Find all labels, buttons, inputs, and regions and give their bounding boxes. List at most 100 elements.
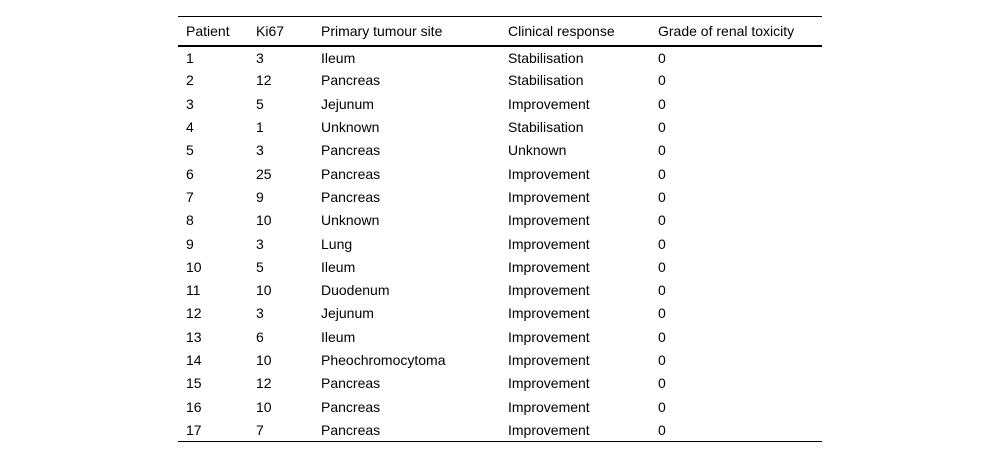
table-row: 8 10 Unknown Improvement 0 (178, 209, 822, 232)
table-row: 12 3 Jejunum Improvement 0 (178, 302, 822, 325)
table-cell-patient: 1 (186, 49, 194, 66)
table-cell-clinical_response: Improvement (508, 235, 590, 252)
table-cell-patient: 10 (186, 258, 202, 275)
table-cell-clinical_response: Improvement (508, 352, 590, 368)
table-cell-grade_of_renal_toxicity: 0 (658, 49, 666, 66)
table-header: Patient Ki67 Primary tumour site Clinical r… (178, 17, 822, 46)
table-cell-ki67: 12 (256, 375, 272, 392)
table-body: 1 3 Ileum Stabilisation 0 2 12 Pancreas Stabilis… (178, 46, 822, 442)
table-cell-grade_of_renal_toxicity: 0 (658, 328, 666, 345)
table-cell-patient: 4 (186, 119, 194, 136)
table-cell-grade_of_renal_toxicity: 0 (658, 188, 666, 205)
table-cell-patient: 9 (186, 235, 194, 252)
table-cell-patient: 5 (186, 142, 194, 159)
table-cell-primary_tumour_site: Unknown (321, 212, 380, 229)
table-row: 16 10 Pancreas Improvement 0 (178, 395, 822, 418)
table-row: 14 10 Pheochromocytoma Improvement 0 (178, 348, 822, 371)
table-row: 15 12 Pancreas Improvement 0 (178, 372, 822, 395)
table-cell-patient: 11 (186, 282, 201, 299)
table-cell-ki67: 9 (256, 188, 264, 205)
patient-table-container: Patient Ki67 Primary tumour site Clinical r… (178, 16, 822, 443)
table-cell-primary_tumour_site: Ileum (321, 328, 356, 345)
table-cell-ki67: 10 (256, 398, 272, 415)
table-row: 3 5 Jejunum Improvement 0 (178, 92, 822, 115)
table-cell-patient: 2 (186, 72, 194, 89)
table-cell-ki67: 12 (256, 72, 272, 89)
table-row: 13 6 Ileum Improvement 0 (178, 325, 822, 348)
table-cell-ki67: 3 (256, 235, 264, 252)
table-cell-clinical_response: Improvement (508, 328, 590, 345)
table-cell-grade_of_renal_toxicity: 0 (658, 282, 666, 299)
table-cell-patient: 14 (186, 352, 202, 368)
table-cell-clinical_response: Improvement (508, 305, 590, 322)
table-cell-clinical_response: Improvement (508, 258, 590, 275)
column-header-grade_of_renal_toxicity: Grade of renal toxicity (658, 22, 795, 39)
table-cell-clinical_response: Stabilisation (508, 49, 584, 66)
table-cell-primary_tumour_site: Lung (321, 235, 353, 252)
column-header-primary_tumour_site: Primary tumour site (321, 22, 443, 39)
table-cell-clinical_response: Improvement (508, 95, 590, 112)
table-cell-grade_of_renal_toxicity: 0 (658, 142, 666, 159)
table-cell-primary_tumour_site: Duodenum (321, 282, 390, 299)
table-header-row: Patient Ki67 Primary tumour site Clinical r… (178, 17, 822, 46)
table-cell-ki67: 3 (256, 49, 264, 66)
patient-outcomes-table: Patient Ki67 Primary tumour site Clinical r… (178, 16, 822, 443)
table-cell-grade_of_renal_toxicity: 0 (658, 165, 666, 182)
table-cell-clinical_response: Improvement (508, 282, 590, 299)
table-cell-grade_of_renal_toxicity: 0 (658, 212, 666, 229)
table-row: 2 12 Pancreas Stabilisation 0 (178, 69, 822, 92)
table-cell-clinical_response: Improvement (508, 421, 590, 438)
table-cell-patient: 15 (186, 375, 202, 392)
table-cell-grade_of_renal_toxicity: 0 (658, 421, 666, 438)
table-cell-clinical_response: Improvement (508, 212, 590, 229)
column-header-clinical_response: Clinical response (508, 22, 615, 39)
table-row: 5 3 Pancreas Unknown 0 (178, 139, 822, 162)
table-cell-grade_of_renal_toxicity: 0 (658, 258, 666, 275)
table-row: 1 3 Ileum Stabilisation 0 (178, 46, 822, 69)
table-cell-clinical_response: Improvement (508, 398, 590, 415)
table-cell-primary_tumour_site: Pancreas (321, 398, 381, 415)
table-cell-primary_tumour_site: Pancreas (321, 421, 381, 438)
table-row: 10 5 Ileum Improvement 0 (178, 255, 822, 278)
table-row: 9 3 Lung Improvement 0 (178, 232, 822, 255)
table-cell-primary_tumour_site: Pancreas (321, 72, 381, 89)
table-cell-primary_tumour_site: Ileum (321, 49, 356, 66)
table-cell-ki67: 5 (256, 95, 264, 112)
table-row: 4 1 Unknown Stabilisation 0 (178, 115, 822, 138)
table-cell-patient: 12 (186, 305, 202, 322)
table-cell-patient: 16 (186, 398, 202, 415)
table-cell-clinical_response: Stabilisation (508, 72, 584, 89)
table-cell-clinical_response: Improvement (508, 188, 590, 205)
table-cell-primary_tumour_site: Jejunum (321, 305, 374, 322)
table-row: 11 10 Duodenum Improvement 0 (178, 278, 822, 301)
table-cell-patient: 17 (186, 421, 202, 438)
table-cell-grade_of_renal_toxicity: 0 (658, 398, 666, 415)
table-cell-grade_of_renal_toxicity: 0 (658, 119, 666, 136)
table-cell-primary_tumour_site: Pancreas (321, 165, 381, 182)
table-cell-primary_tumour_site: Jejunum (321, 95, 374, 112)
table-cell-patient: 7 (186, 188, 194, 205)
table-row: 6 25 Pancreas Improvement 0 (178, 162, 822, 185)
table-cell-clinical_response: Improvement (508, 165, 590, 182)
table-cell-clinical_response: Unknown (508, 142, 567, 159)
table-cell-ki67: 7 (256, 421, 264, 438)
table-cell-ki67: 10 (256, 212, 272, 229)
table-cell-ki67: 1 (256, 119, 264, 136)
table-cell-patient: 3 (186, 95, 194, 112)
table-cell-patient: 13 (186, 328, 202, 345)
table-cell-grade_of_renal_toxicity: 0 (658, 305, 666, 322)
table-cell-primary_tumour_site: Pancreas (321, 142, 381, 159)
table-cell-ki67: 10 (256, 352, 272, 368)
table-cell-ki67: 6 (256, 328, 264, 345)
table-row: 17 7 Pancreas Improvement 0 (178, 418, 822, 441)
column-header-patient: Patient (186, 22, 230, 39)
table-cell-primary_tumour_site: Unknown (321, 119, 380, 136)
table-cell-primary_tumour_site: Pancreas (321, 375, 381, 392)
table-cell-clinical_response: Improvement (508, 375, 590, 392)
table-cell-patient: 8 (186, 212, 194, 229)
table-row: 7 9 Pancreas Improvement 0 (178, 185, 822, 208)
table-cell-ki67: 10 (256, 282, 272, 299)
table-cell-primary_tumour_site: Pancreas (321, 188, 381, 205)
table-cell-ki67: 3 (256, 142, 264, 159)
table-cell-ki67: 3 (256, 305, 264, 322)
